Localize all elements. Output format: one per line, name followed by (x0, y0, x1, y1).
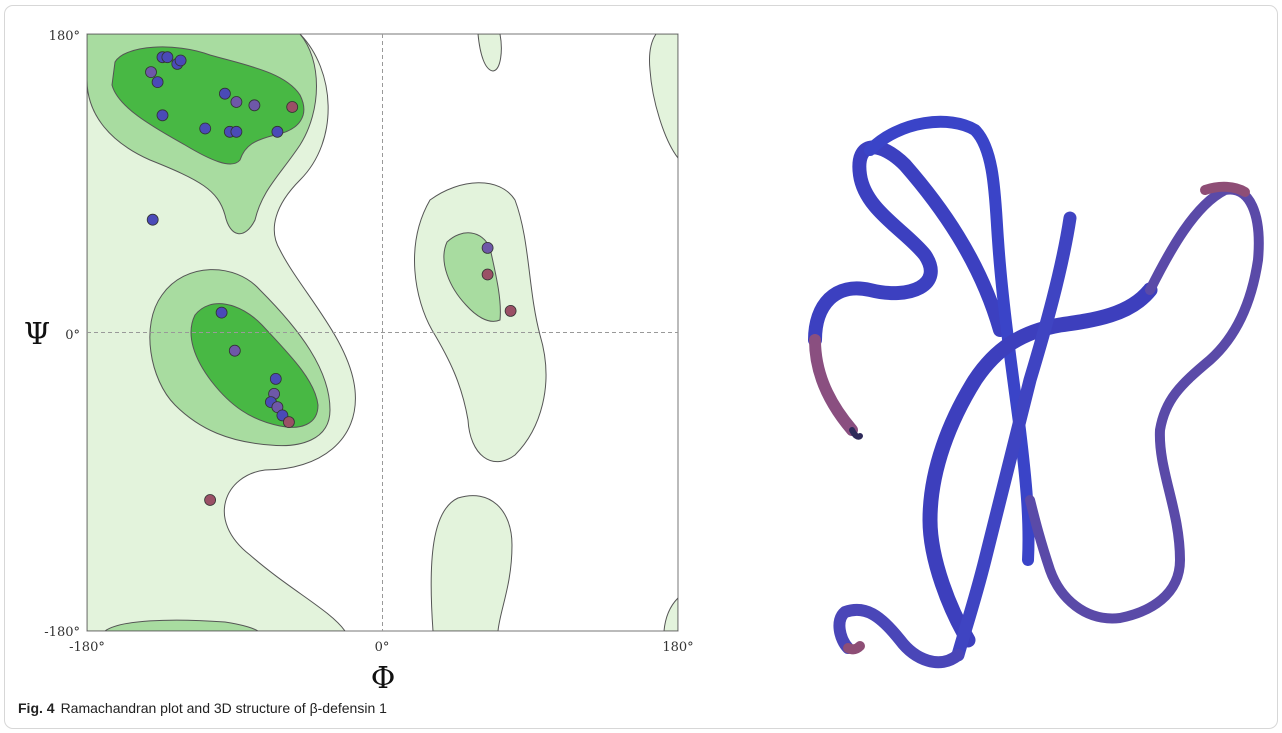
x-tick-label: -180° (69, 640, 105, 655)
residue-point (174, 54, 187, 67)
y-tick-label: 180° (49, 29, 80, 44)
ribbon-segment (864, 115, 1035, 566)
ribbon-segment (843, 641, 865, 655)
allowed-region-corner (663, 597, 678, 631)
allowed-region-right (649, 34, 678, 159)
residue-point (199, 122, 212, 135)
core-region-alpha-r (190, 303, 319, 428)
contour-regions (87, 34, 678, 631)
figure-caption: Fig. 4 Ramachandran plot and 3D structure… (18, 700, 387, 716)
residue-point (481, 241, 494, 254)
residue-point (271, 125, 284, 138)
allowed-region-top (477, 34, 502, 72)
residue-point (156, 109, 169, 122)
residue-point (228, 344, 241, 357)
allowed-region-bottom (430, 495, 513, 631)
residue-point (230, 125, 243, 138)
ribbon-segment (1200, 181, 1250, 197)
ribbon-segment (922, 282, 1158, 648)
caption-label: Fig. 4 (18, 700, 55, 716)
caption-text: Ramachandran plot and 3D structure of β-… (60, 700, 387, 716)
residue-point (286, 101, 299, 113)
x-axis-label: Φ (371, 661, 396, 696)
beta-defensin-3d-structure (808, 115, 1264, 669)
y-axis-label: Ψ (24, 317, 50, 352)
ribbon-segment (849, 427, 863, 440)
ribbon-segment (833, 603, 964, 669)
ribbon-segment (951, 211, 1077, 662)
y-tick-label: -180° (44, 625, 80, 640)
ramachandran-plot: 180° 0° -180° -180° 0° 180° Ψ Φ (24, 29, 694, 696)
favored-region-bottom (104, 619, 259, 631)
residue-point (269, 372, 282, 385)
residue-point (145, 66, 157, 78)
residue-point (282, 416, 295, 429)
residue-points (145, 51, 517, 506)
residue-point (504, 304, 517, 317)
residue-point (215, 306, 228, 319)
figure-frame (4, 5, 1278, 729)
ribbon-segment (808, 140, 1007, 347)
ribbon-segment (809, 334, 858, 436)
favored-region-alpha-l (443, 232, 501, 322)
residue-point (481, 268, 494, 281)
residue-point (248, 99, 261, 112)
figure: 180° 0° -180° -180° 0° 180° Ψ Φ (24, 29, 1264, 696)
residue-point (230, 96, 243, 108)
residue-point (218, 87, 231, 100)
x-tick-label: 0° (375, 640, 390, 655)
residue-point (204, 494, 217, 506)
residue-point (161, 51, 174, 64)
x-tick-label: 180° (662, 640, 693, 655)
residue-point (151, 76, 164, 88)
residue-point (146, 213, 159, 226)
y-tick-label: 0° (65, 328, 80, 343)
